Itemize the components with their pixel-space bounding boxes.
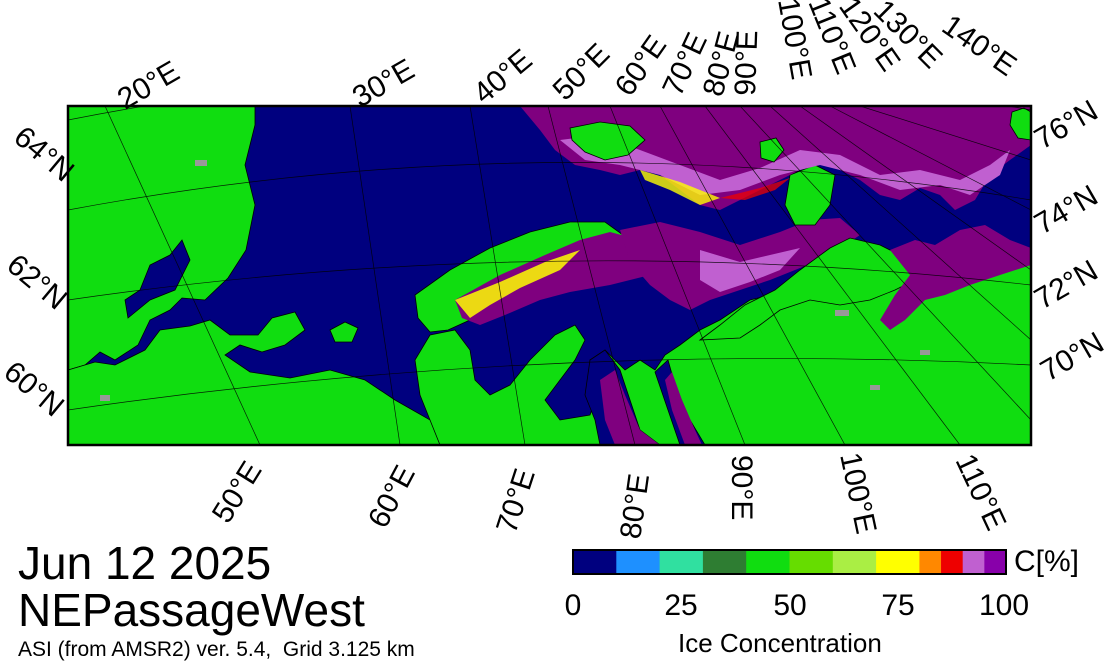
lat-label-right: 76°N (1029, 94, 1104, 156)
gray-patch (835, 310, 849, 316)
lat-label-right: 70°N (1035, 326, 1110, 388)
lon-bottom-labels: 50°E 60°E 70°E 80°E 90°E 100°E 110°E (206, 449, 1012, 541)
colorbar-tick: 75 (881, 589, 915, 622)
colorbar-segment (702, 550, 747, 574)
region-label: NEPassageWest (18, 584, 365, 636)
land-severnaya-zemlya (784, 164, 836, 226)
map-frame (66, 104, 1033, 447)
colorbar-segment (573, 550, 617, 574)
lat-label-right: 72°N (1029, 254, 1104, 316)
colorbar-segment (919, 550, 942, 574)
land-new-siberian (1009, 107, 1031, 141)
ice-north-yellow (640, 170, 720, 205)
lon-label-bottom: 100°E (833, 450, 882, 537)
lon-label-top: 40°E (467, 43, 538, 110)
lon-label-bottom: 90°E (725, 455, 758, 520)
colorbar-segment (659, 550, 704, 574)
land-kanin (329, 321, 359, 343)
ice-gulf-yenisei (665, 372, 702, 445)
colorbar-segment (876, 550, 920, 574)
colorbar-segment (941, 550, 964, 574)
colorbar-frame (572, 549, 1007, 575)
colorbar-segment (789, 550, 834, 574)
product-label: ASI (from AMSR2) ver. 5.4, Grid 3.125 km (18, 638, 415, 661)
land-severnaya-top (759, 137, 785, 163)
lon-label-bottom: 110°E (949, 449, 1013, 535)
gray-patch (100, 395, 110, 401)
colorbar-unit: C[%] (1014, 545, 1080, 578)
lon-label-bottom: 80°E (614, 472, 656, 541)
colorbar-segment (616, 550, 661, 574)
land-franz-josef-top (569, 121, 646, 161)
land-scandinavia (68, 106, 256, 371)
colorbar-tick: 0 (564, 589, 582, 622)
ice-kara-west (455, 232, 660, 325)
colorbar-segment (746, 550, 790, 574)
lat-label-right: 74°N (1029, 179, 1104, 241)
colorbar-title: Ice Concentration (678, 628, 882, 658)
ice-kara-edge (700, 248, 800, 292)
gray-patch (195, 160, 207, 166)
colorbar-tick: 100 (978, 589, 1030, 622)
lon-label-top: 140°E (936, 9, 1022, 83)
lat-label-left: 60°N (0, 355, 70, 423)
colorbar-tick: 25 (664, 589, 698, 622)
lon-label-bottom: 50°E (206, 456, 269, 529)
lon-label-top: 50°E (547, 37, 617, 107)
ice-north-red (720, 178, 790, 200)
colorbar-segment (832, 550, 877, 574)
lat-label-left: 62°N (1, 248, 74, 316)
colorbar-tick: 50 (773, 589, 807, 622)
lon-top-labels: 20°E 30°E 40°E 50°E 60°E 70°E 80°E 90°E … (112, 0, 1022, 116)
colorbar-segment (962, 550, 985, 574)
white-sea (124, 239, 191, 319)
lon-label-bottom: 70°E (490, 465, 542, 537)
lon-label-top: 90°E (729, 30, 764, 97)
lon-label-bottom: 60°E (362, 460, 422, 533)
graticule (68, 106, 1031, 445)
ice-laptev (880, 225, 1031, 330)
ice-kara-fringe (455, 250, 580, 318)
colorbar-segment (984, 550, 1007, 574)
colorbar (573, 550, 1007, 574)
ice-gulf-ob (600, 370, 660, 445)
gray-patch (920, 350, 930, 355)
date-label: Jun 12 2025 (18, 537, 272, 589)
gray-patch (870, 385, 880, 390)
